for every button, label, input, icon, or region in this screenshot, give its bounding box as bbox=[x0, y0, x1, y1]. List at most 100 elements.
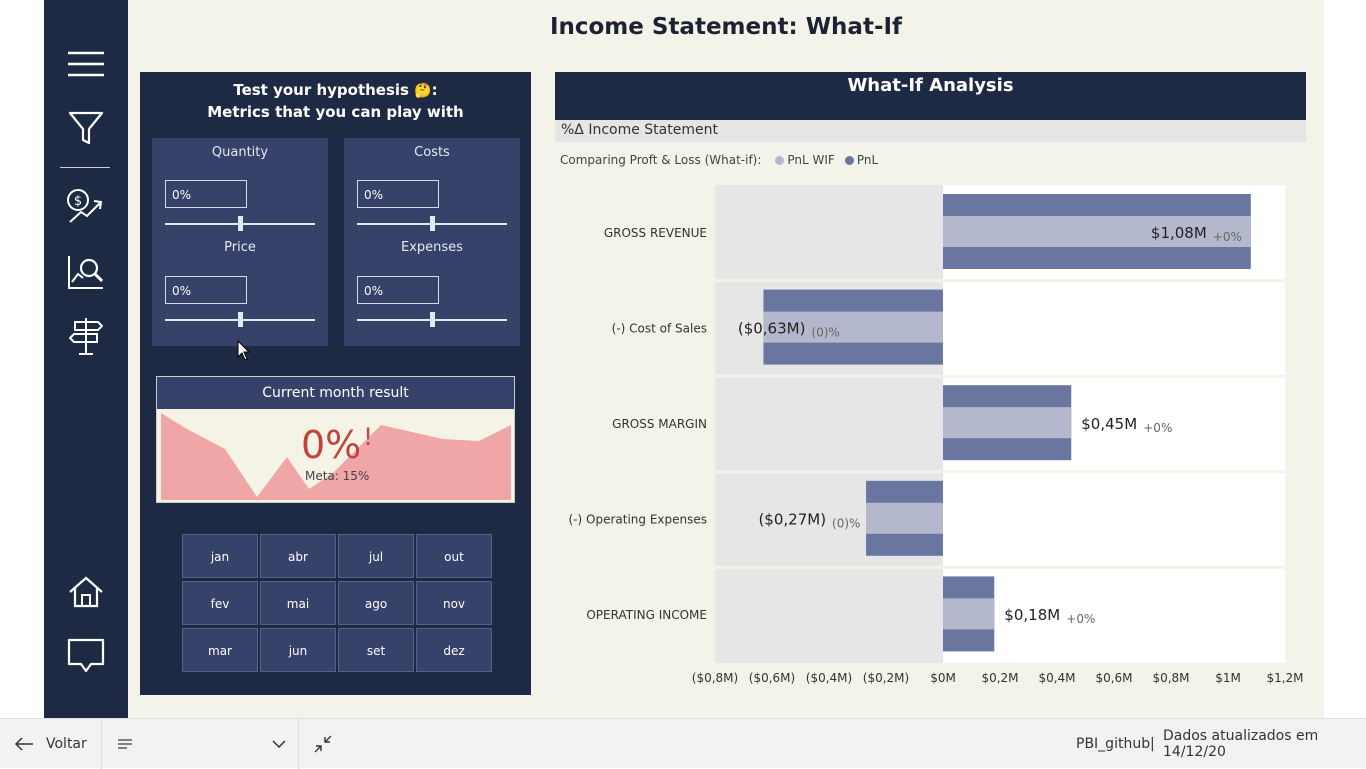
whatif-bar-chart: GROSS REVENUE $1,08M +0% (-) Cost of Sales (… bbox=[569, 185, 1304, 685]
nav-divider bbox=[60, 167, 110, 168]
month-button-dez[interactable]: dez bbox=[416, 628, 492, 672]
chevron-down-icon bbox=[272, 740, 286, 748]
month-button-jan[interactable]: jan bbox=[182, 534, 258, 578]
negative-region bbox=[715, 185, 943, 663]
hypothesis-colon: : bbox=[431, 81, 438, 99]
bar-pnl-wif bbox=[943, 598, 995, 630]
filter-icon[interactable] bbox=[64, 106, 108, 150]
month-slicer: jan abr jul out fev mai ago nov mar jun set dez bbox=[182, 534, 492, 672]
legend-dot-pnl bbox=[844, 156, 854, 165]
current-month-sparkline bbox=[161, 413, 511, 500]
value-label: ($0,27M) bbox=[758, 511, 826, 529]
legend-dot-wif bbox=[775, 156, 785, 165]
bottom-divider bbox=[101, 719, 102, 769]
expenses-slider-thumb[interactable] bbox=[430, 312, 435, 327]
x-tick-label: ($0,8M) bbox=[692, 671, 738, 685]
month-button-jul[interactable]: jul bbox=[338, 534, 414, 578]
price-slider-thumb[interactable] bbox=[238, 312, 243, 327]
fit-to-page-button[interactable] bbox=[314, 719, 332, 769]
current-month-meta: Meta: 15% bbox=[305, 469, 370, 483]
menu-icon[interactable] bbox=[64, 42, 108, 86]
legend-item-wif[interactable]: PnL WIF bbox=[775, 153, 835, 167]
price-input[interactable]: 0% bbox=[165, 276, 247, 304]
svg-text:$: $ bbox=[74, 194, 82, 209]
month-button-jun[interactable]: jun bbox=[260, 628, 336, 672]
bar-pnl-wif bbox=[866, 502, 943, 534]
month-button-out[interactable]: out bbox=[416, 534, 492, 578]
price-label: Price bbox=[224, 240, 256, 255]
page-title: Income Statement: What-If bbox=[549, 14, 903, 40]
costs-input[interactable]: 0% bbox=[357, 180, 439, 208]
value-label: $1,08M bbox=[1151, 224, 1207, 242]
delta-label: (0)% bbox=[811, 325, 839, 339]
month-button-mar[interactable]: mar bbox=[182, 628, 258, 672]
quantity-label: Quantity bbox=[211, 145, 269, 160]
home-icon[interactable] bbox=[64, 570, 108, 614]
current-month-flag: ! bbox=[363, 423, 373, 451]
comment-icon[interactable] bbox=[64, 634, 108, 678]
quantity-slider-thumb[interactable] bbox=[238, 216, 243, 231]
slider-card-costs-expenses: Costs 0% Expenses 0% bbox=[344, 138, 520, 346]
x-tick-label: $0,6M bbox=[1095, 671, 1132, 685]
quantity-input[interactable]: 0% bbox=[165, 180, 247, 208]
chart-legend: Comparing Proft & Loss (What-if): PnL WI… bbox=[560, 153, 878, 167]
nav-sidebar: $ bbox=[44, 0, 128, 718]
costs-label: Costs bbox=[414, 145, 450, 160]
analytics-search-icon[interactable] bbox=[64, 250, 108, 294]
month-button-mai[interactable]: mai bbox=[260, 581, 336, 625]
bottom-bar: Voltar PBI_github | Dados atualizados em… bbox=[0, 718, 1366, 769]
mouse-cursor-icon bbox=[237, 340, 251, 361]
expenses-input[interactable]: 0% bbox=[357, 276, 439, 304]
month-button-nov[interactable]: nov bbox=[416, 581, 492, 625]
back-label: Voltar bbox=[46, 736, 87, 752]
slider-card-quantity-price: Quantity 0% Price 0% bbox=[152, 138, 328, 346]
delta-label: +0% bbox=[1143, 421, 1172, 435]
x-tick-label: ($0,4M) bbox=[806, 671, 852, 685]
back-arrow-icon bbox=[14, 737, 33, 751]
hypothesis-line2: Metrics that you can play with bbox=[207, 103, 464, 121]
costs-slider-thumb[interactable] bbox=[430, 216, 435, 231]
month-button-ago[interactable]: ago bbox=[338, 581, 414, 625]
x-tick-label: $0,2M bbox=[981, 671, 1018, 685]
delta-label: +0% bbox=[1066, 612, 1095, 626]
signpost-icon[interactable] bbox=[64, 314, 108, 358]
value-label: $0,45M bbox=[1081, 415, 1137, 433]
x-tick-label: $0,8M bbox=[1152, 671, 1189, 685]
bar-pnl-wif bbox=[943, 216, 1251, 247]
page-list-icon bbox=[118, 739, 132, 749]
thinking-emoji: 🤔 bbox=[414, 83, 432, 99]
expenses-label: Expenses bbox=[401, 240, 463, 255]
hypothesis-heading: Test your hypothesis 🤔: Metrics that you… bbox=[140, 80, 531, 123]
month-button-abr[interactable]: abr bbox=[260, 534, 336, 578]
bar-pnl-wif bbox=[943, 407, 1072, 439]
value-label: ($0,63M) bbox=[738, 319, 806, 337]
category-label: OPERATING INCOME bbox=[586, 608, 707, 622]
back-button[interactable]: Voltar bbox=[14, 719, 87, 769]
delta-label: +0% bbox=[1213, 230, 1242, 244]
whatif-subtitle: %Δ Income Statement bbox=[555, 120, 1306, 142]
month-button-set[interactable]: set bbox=[338, 628, 414, 672]
bar-pnl-wif bbox=[763, 311, 943, 343]
whatif-panel: What-If Analysis %Δ Income Statement Com… bbox=[555, 72, 1306, 695]
delta-label: (0)% bbox=[832, 517, 860, 531]
page-dropdown[interactable] bbox=[118, 719, 286, 769]
x-tick-label: $0M bbox=[930, 671, 956, 685]
report-name: PBI_github bbox=[1076, 736, 1151, 752]
whatif-title: What-If Analysis bbox=[555, 72, 1306, 120]
bottom-divider bbox=[298, 719, 299, 769]
current-month-value: 0%! bbox=[301, 423, 373, 467]
collapse-icon bbox=[314, 735, 332, 753]
x-tick-label: ($0,6M) bbox=[749, 671, 795, 685]
month-button-fev[interactable]: fev bbox=[182, 581, 258, 625]
category-label: (-) Cost of Sales bbox=[612, 321, 707, 335]
legend-label-wif: PnL WIF bbox=[787, 153, 835, 167]
money-trend-icon[interactable]: $ bbox=[64, 184, 108, 228]
x-tick-label: $0,4M bbox=[1038, 671, 1075, 685]
current-month-card: Current month result 0%! Meta: 15% bbox=[156, 376, 515, 503]
category-label: GROSS REVENUE bbox=[604, 226, 707, 240]
legend-title: Comparing Proft & Loss (What-if): bbox=[560, 153, 762, 167]
legend-label-pnl: PnL bbox=[856, 153, 879, 167]
legend-item-pnl[interactable]: PnL bbox=[844, 153, 879, 167]
value-label: $0,18M bbox=[1004, 606, 1060, 624]
x-tick-label: ($0,2M) bbox=[863, 671, 909, 685]
